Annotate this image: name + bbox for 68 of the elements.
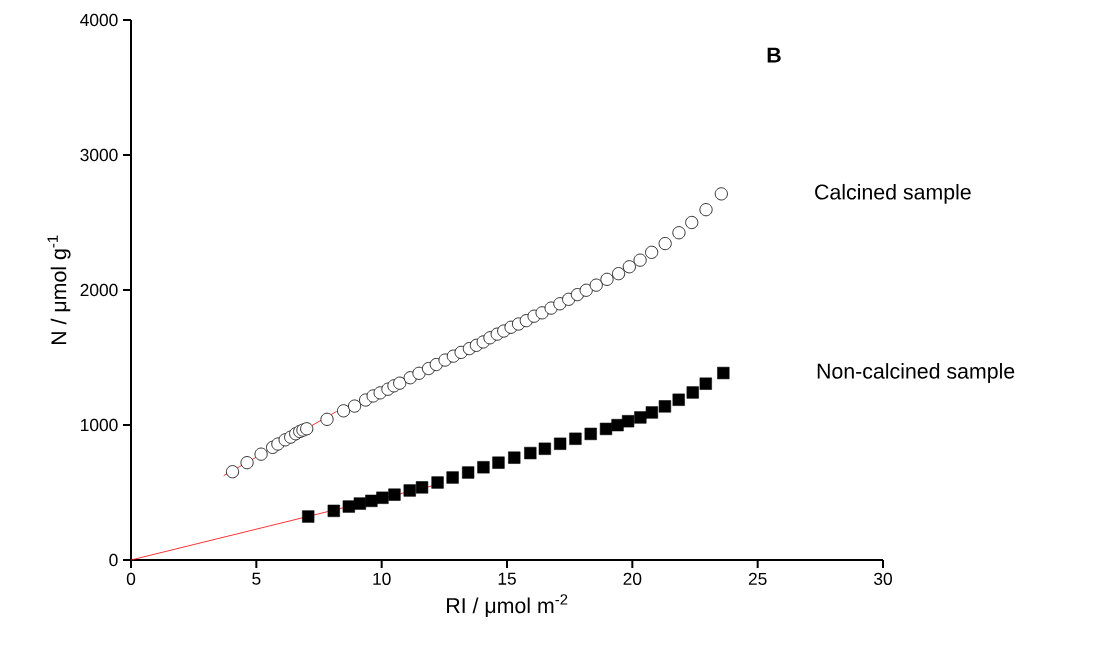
point — [403, 484, 416, 497]
y-tick-label: 1000 — [81, 418, 118, 432]
annotation: B — [767, 47, 781, 63]
point — [446, 471, 459, 484]
point — [554, 437, 567, 450]
point — [672, 226, 686, 240]
point — [599, 422, 613, 436]
y-tick-label: 3000 — [80, 148, 118, 162]
point — [376, 491, 389, 504]
point — [714, 187, 728, 201]
point — [538, 442, 551, 455]
point — [348, 399, 362, 413]
point — [431, 476, 444, 489]
point — [524, 446, 537, 460]
point — [579, 283, 593, 297]
text: Non-calcined sample — [817, 363, 1015, 383]
point — [365, 494, 378, 507]
point — [300, 422, 314, 436]
x-tick-label: 0 — [126, 572, 136, 585]
point — [302, 510, 315, 523]
point — [342, 500, 355, 513]
point — [645, 406, 659, 419]
y-tick-label: 4000 — [80, 13, 118, 27]
point — [621, 415, 635, 428]
y-axis-title: N / μmol g$^{-1}$ — [47, 235, 71, 345]
x-axis-title: RI / μmol m$^{-2}$ — [447, 594, 568, 618]
point — [699, 203, 713, 217]
point — [645, 245, 659, 259]
x-tick-label: 20 — [623, 572, 642, 585]
point — [600, 272, 614, 286]
x-tick-label: 25 — [748, 572, 767, 585]
point — [327, 504, 340, 517]
point — [584, 427, 597, 441]
point — [633, 253, 647, 267]
point — [320, 412, 334, 426]
point — [685, 215, 699, 230]
point — [388, 488, 401, 501]
point — [589, 278, 603, 292]
point — [658, 237, 672, 251]
point — [337, 404, 351, 418]
point — [672, 393, 685, 406]
point — [492, 456, 505, 469]
point — [254, 447, 268, 461]
point — [477, 461, 490, 474]
point — [717, 366, 730, 380]
point — [225, 465, 240, 479]
point — [611, 419, 624, 432]
text: Calcined sample — [815, 183, 971, 204]
x-tick-label: 15 — [498, 572, 516, 585]
y-tick-label: 2000 — [80, 283, 118, 297]
point — [393, 376, 407, 390]
point — [622, 260, 636, 274]
point — [508, 451, 521, 464]
point — [686, 386, 699, 399]
point — [569, 432, 582, 445]
point — [240, 456, 254, 470]
x-tick-label: 10 — [373, 572, 391, 585]
point — [658, 400, 672, 413]
point — [412, 366, 426, 380]
point — [353, 497, 366, 510]
x-tick-label: 5 — [252, 572, 261, 585]
y-tick-label: 0 — [109, 553, 118, 567]
point — [634, 411, 647, 424]
point — [699, 377, 712, 390]
x-tick-label: 30 — [874, 572, 892, 585]
point — [415, 481, 429, 494]
point — [612, 267, 626, 281]
point — [462, 466, 475, 479]
